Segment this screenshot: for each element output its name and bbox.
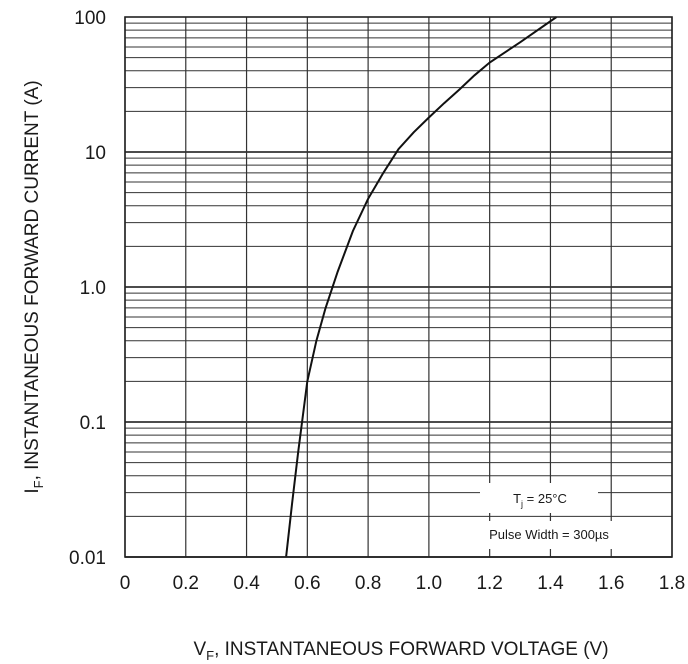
x-tick-labels: 0 0.2 0.4 0.6 0.8 1.0 1.2 1.4 1.6 1.8 [120,573,686,594]
plot-frame [124,16,673,558]
x-tick-label: 1.4 [537,573,564,594]
y-tick-label: 0.1 [80,413,106,434]
annotation-box-pulse [450,521,650,549]
x-tick-label: 0.4 [233,573,260,594]
annotation-box-temperature [480,483,598,513]
annotation-temperature: Tj = 25°C [513,491,567,509]
y-tick-labels: 0.01 0.1 1.0 10 100 [69,8,106,569]
x-tick-label: 1.6 [598,573,624,594]
x-tick-label: 0 [120,573,131,594]
x-axis-label: VF, INSTANTANEOUS FORWARD VOLTAGE (V) [193,639,608,663]
annotation-pulse-width: Pulse Width = 300µs [489,527,609,542]
x-tick-label: 0.6 [294,573,320,594]
y-tick-label: 0.01 [69,548,106,569]
y-tick-label: 100 [74,8,106,29]
series-line [285,16,558,558]
y-tick-label: 10 [85,143,106,164]
y-axis-label: IF, INSTANTANEOUS FORWARD CURRENT (A) [22,80,46,493]
x-tick-label: 1.8 [659,573,685,594]
y-tick-label: 1.0 [80,278,106,299]
x-tick-label: 0.2 [173,573,199,594]
x-tick-label: 1.0 [416,573,442,594]
x-tick-label: 1.2 [476,573,502,594]
x-tick-label: 0.8 [355,573,381,594]
